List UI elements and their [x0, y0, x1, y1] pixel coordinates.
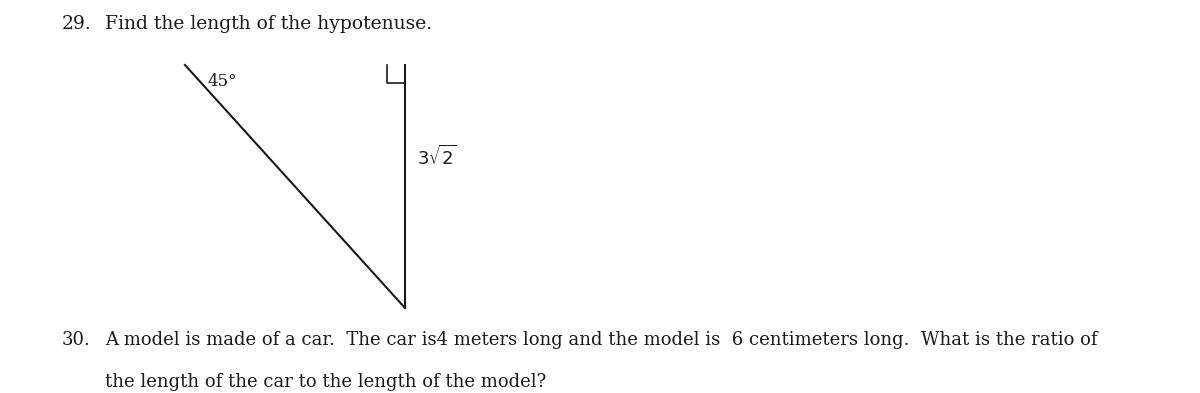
- Text: 29.: 29.: [62, 15, 91, 33]
- Text: 30.: 30.: [62, 331, 91, 349]
- Text: $3\sqrt{2}$: $3\sqrt{2}$: [418, 144, 457, 169]
- Text: A model is made of a car.  The car is4 meters long and the model is  6 centimete: A model is made of a car. The car is4 me…: [106, 331, 1098, 349]
- Text: Find the length of the hypotenuse.: Find the length of the hypotenuse.: [106, 15, 432, 33]
- Text: 45°: 45°: [208, 73, 236, 90]
- Text: the length of the car to the length of the model?: the length of the car to the length of t…: [106, 373, 546, 391]
